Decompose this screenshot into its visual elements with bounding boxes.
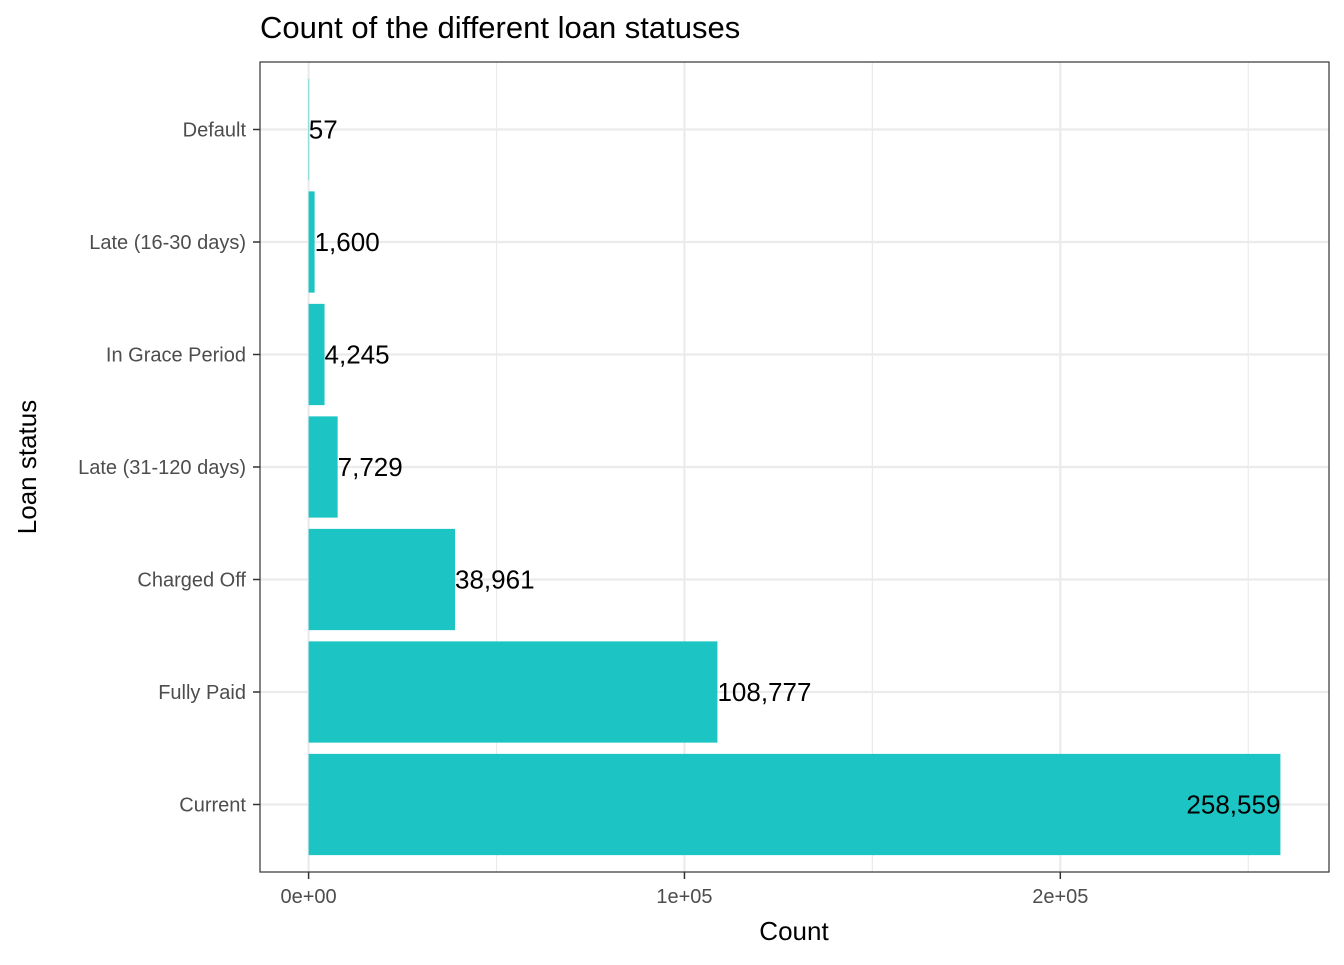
x-axis: 0e+00 1e+05 2e+05 <box>281 872 1088 908</box>
y-tick-label: Charged Off <box>137 570 246 592</box>
x-tick-label: 1e+05 <box>656 886 712 908</box>
bar <box>308 641 718 743</box>
data-label: 57 <box>309 115 338 145</box>
x-axis-title: Count <box>759 916 829 946</box>
data-label: 258,559 <box>1186 790 1280 820</box>
y-axis: Current Fully Paid Charged Off Late (31-120… <box>78 120 260 817</box>
x-tick-label: 2e+05 <box>1032 886 1088 908</box>
y-tick-label: Current <box>179 795 246 817</box>
bar <box>308 78 310 181</box>
y-tick-label: Default <box>183 120 247 142</box>
chart-title: Count of the different loan statuses <box>260 10 740 45</box>
y-tick-label: Late (31-120 days) <box>78 457 246 479</box>
y-tick-label: Late (16-30 days) <box>89 232 246 254</box>
x-tick-label: 0e+00 <box>281 886 337 908</box>
bar <box>308 416 338 518</box>
data-label: 38,961 <box>455 565 535 595</box>
bars <box>308 78 1281 856</box>
y-tick-label: In Grace Period <box>106 345 246 367</box>
grid-lines <box>260 62 1329 872</box>
data-label: 108,777 <box>717 677 811 707</box>
bar <box>308 753 1281 856</box>
data-label: 4,245 <box>325 340 390 370</box>
data-label: 1,600 <box>315 227 380 257</box>
y-tick-label: Fully Paid <box>158 682 246 704</box>
data-label: 7,729 <box>338 452 403 482</box>
bar <box>308 303 325 406</box>
data-labels: 258,559 108,777 38,961 7,729 4,245 1,600 57 <box>309 115 1281 820</box>
y-axis-title: Loan status <box>12 400 42 534</box>
bar <box>308 191 315 293</box>
bar <box>308 528 456 631</box>
